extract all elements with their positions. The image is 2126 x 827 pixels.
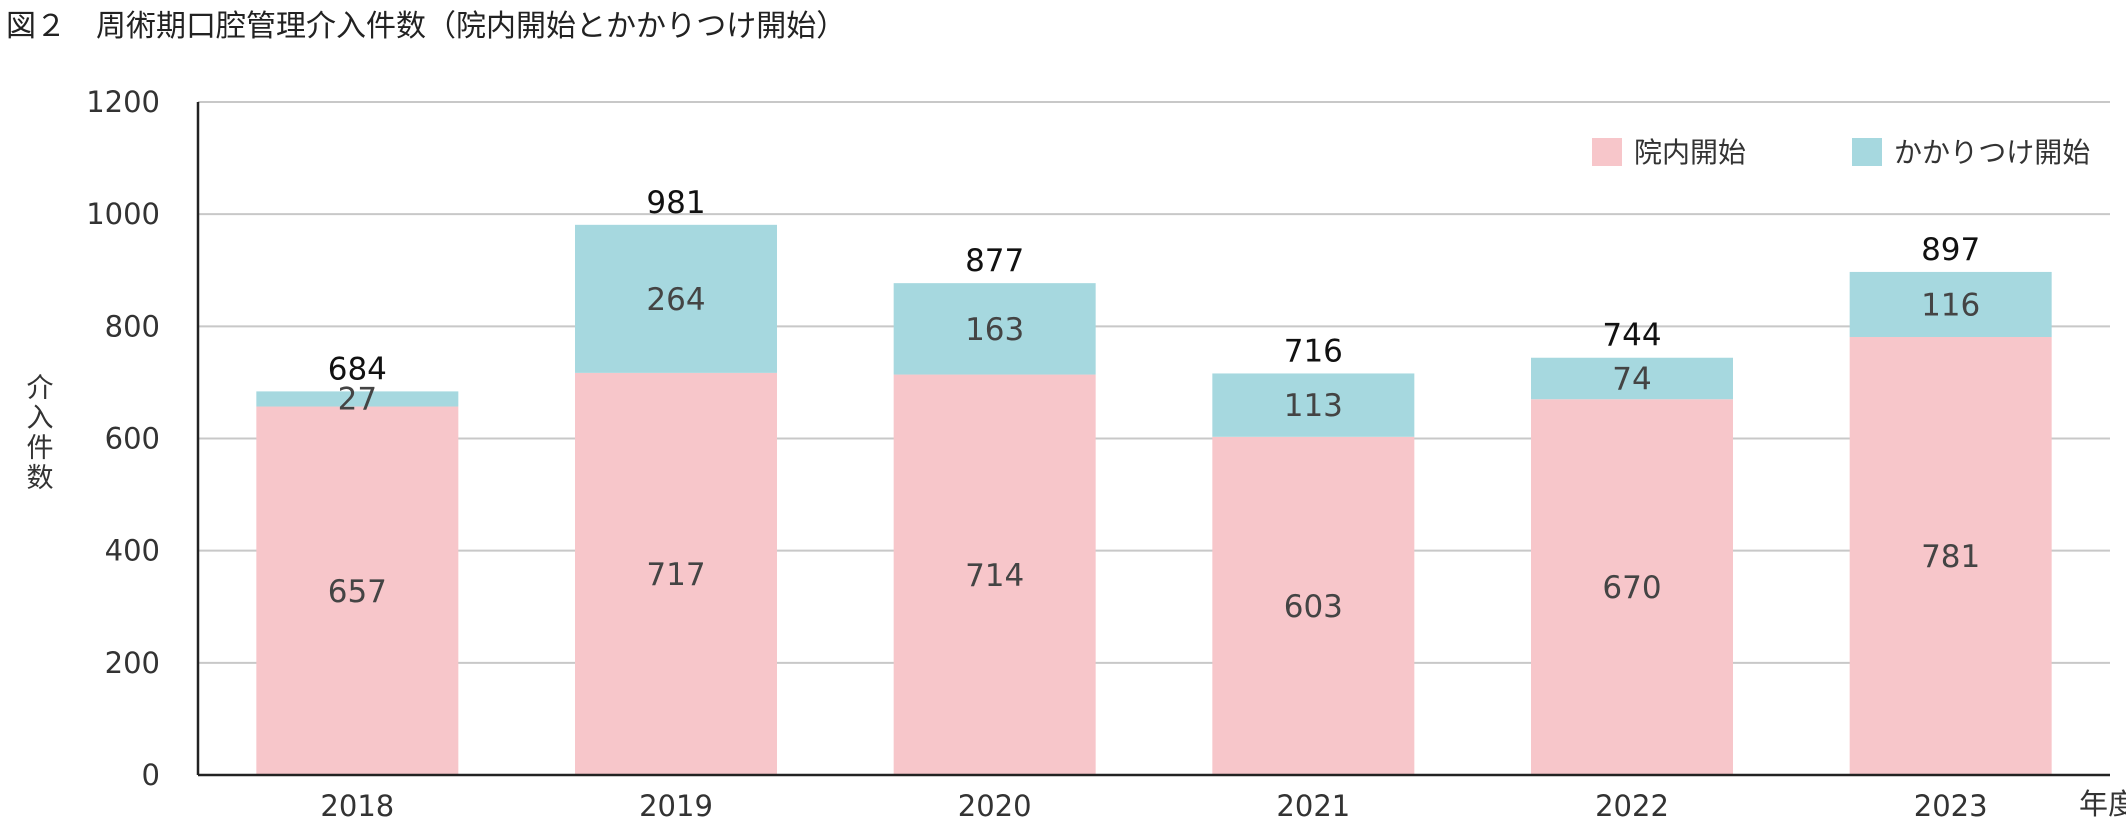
x-tick-label: 2020 [958,789,1032,823]
segment-value-label: 603 [1284,589,1343,625]
y-tick-label: 200 [105,646,160,680]
total-value-label: 744 [1602,318,1661,354]
y-tick-label: 0 [142,758,160,792]
total-value-label: 684 [328,351,387,387]
legend-label: かかりつけ開始 [1894,136,2090,169]
bar-segment-in-hospital [893,374,1096,775]
segment-value-label: 163 [965,312,1024,348]
x-tick-label: 2021 [1276,789,1350,823]
bars [256,224,2052,775]
bar-segment-family-dentist [893,283,1096,375]
legend: 院内開始 かかりつけ開始 [1592,136,2090,169]
segment-value-label: 781 [1921,539,1980,575]
bar-segment-family-dentist [575,224,777,373]
bar-segment-in-hospital [575,372,777,775]
segment-value-label: 74 [1612,361,1651,397]
bar-segment-family-dentist [256,391,459,407]
segment-value-label: 717 [646,557,705,593]
segment-value-label: 116 [1921,287,1980,323]
bar-segment-family-dentist [1531,357,1733,400]
gridlines [198,101,2110,664]
bar-segment-in-hospital [1531,399,1733,775]
segment-value-label: 657 [328,574,387,610]
chart-title: 図２ 周術期口腔管理介入件数（院内開始とかかりつけ開始） [6,9,846,44]
axes [196,102,2110,777]
x-tick-label: 2019 [639,789,713,823]
y-tick-label: 600 [105,422,160,456]
x-tick-label: 2022 [1595,789,1669,823]
segment-value-label: 113 [1284,388,1343,424]
total-value-label: 981 [646,185,705,221]
bar-segment-in-hospital [1212,436,1415,775]
y-tick-label: 1200 [86,85,160,119]
x-tick-label: 2018 [320,789,394,823]
total-value-label: 897 [1921,232,1980,268]
y-axis-label: 介入件数 [27,373,54,494]
segment-value-label: 27 [338,381,377,417]
y-tick-label: 1000 [86,197,160,231]
y-tick-label: 400 [105,534,160,568]
y-tick-label: 800 [105,309,160,343]
bar-segment-in-hospital [1849,336,2052,775]
legend-label: 院内開始 [1634,136,1746,169]
bar-segment-in-hospital [256,406,459,775]
segment-value-label: 264 [646,282,705,318]
bar-segment-family-dentist [1849,271,2052,337]
total-value-label: 716 [1284,333,1343,369]
legend-swatch [1592,138,1622,166]
x-tick-label: 2023 [1914,789,1988,823]
bar-segment-family-dentist [1212,373,1415,437]
segment-value-label: 670 [1602,570,1661,606]
x-axis-label: 年度 [2079,787,2126,821]
total-value-label: 877 [965,243,1024,279]
legend-swatch [1852,138,1882,166]
segment-value-label: 714 [965,558,1024,594]
